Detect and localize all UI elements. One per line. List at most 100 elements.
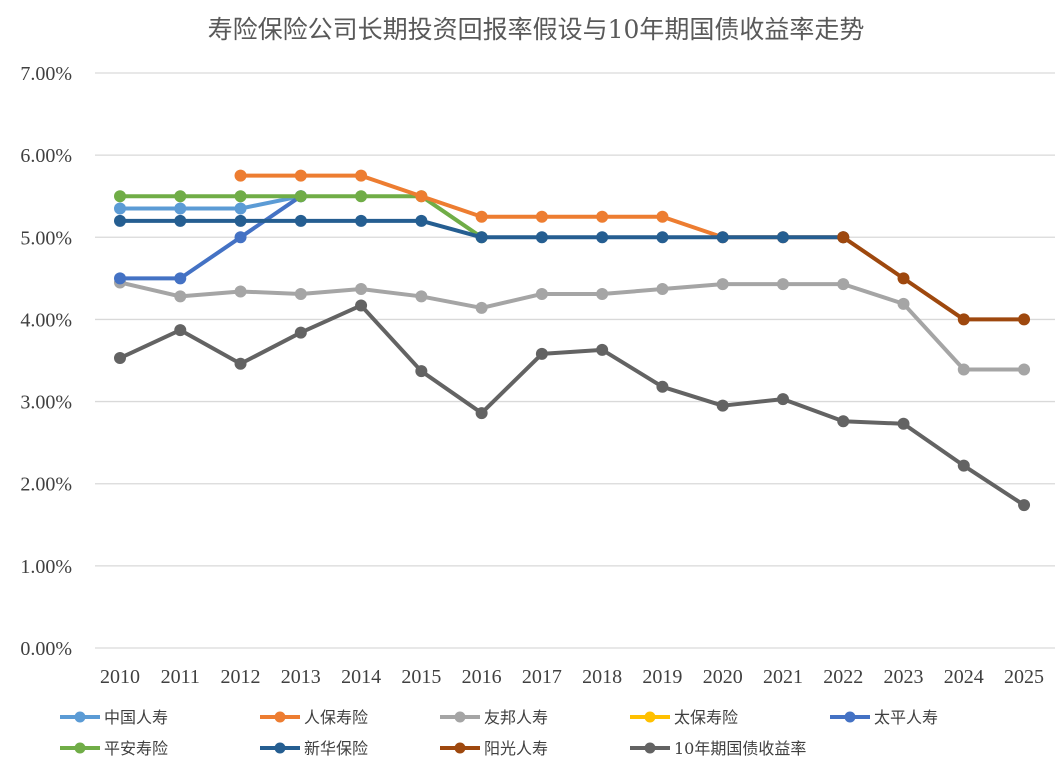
x-tick-label: 2015	[401, 666, 441, 688]
x-tick-label: 2025	[1004, 666, 1044, 688]
x-tick-label: 2013	[281, 666, 321, 688]
x-tick-label: 2023	[884, 666, 924, 688]
data-point	[716, 231, 729, 244]
data-point	[415, 365, 428, 378]
x-tick-label: 2024	[944, 666, 984, 688]
data-point	[1018, 313, 1031, 326]
legend-label: 友邦人寿	[484, 708, 548, 727]
legend-item[interactable]: 新华保险	[260, 739, 368, 758]
data-point	[837, 231, 850, 244]
data-point	[957, 313, 970, 326]
legend-item[interactable]: 太平人寿	[830, 708, 938, 727]
data-point	[596, 343, 609, 356]
legend-item[interactable]: 阳光人寿	[440, 739, 548, 758]
data-point	[475, 301, 488, 314]
legend-label: 太平人寿	[874, 708, 938, 727]
data-point	[475, 231, 488, 244]
x-tick-label: 2016	[462, 666, 502, 688]
x-tick-label: 2017	[522, 666, 562, 688]
x-tick-label: 2019	[642, 666, 682, 688]
series-line	[240, 173, 844, 240]
legend-marker	[844, 711, 856, 723]
legend-item[interactable]: 平安寿险	[60, 739, 168, 758]
legend-label: 太保寿险	[674, 708, 738, 727]
data-point	[234, 202, 247, 215]
data-point	[1018, 363, 1031, 376]
legend-marker	[644, 711, 656, 723]
x-tick-label: 2011	[161, 666, 200, 688]
data-point	[535, 287, 548, 300]
series-line	[120, 194, 302, 281]
chart-title: 寿险保险公司长期投资回报率假设与10年期国债收益率走势	[208, 15, 865, 44]
data-point	[294, 214, 307, 227]
data-point	[535, 210, 548, 223]
data-point	[234, 190, 247, 203]
data-point	[234, 214, 247, 227]
data-point	[656, 231, 669, 244]
series-line	[842, 235, 1025, 322]
data-point	[355, 299, 368, 312]
legend-marker	[454, 742, 466, 754]
y-tick-label: 6.00%	[20, 145, 72, 167]
legend-item[interactable]: 友邦人寿	[440, 708, 548, 727]
data-point	[234, 231, 247, 244]
data-point	[114, 272, 126, 285]
legend-marker	[454, 711, 466, 723]
y-tick-label: 5.00%	[20, 227, 72, 249]
data-point	[294, 169, 307, 182]
y-tick-label: 7.00%	[20, 63, 72, 85]
data-point	[656, 210, 669, 223]
data-point	[897, 297, 910, 310]
legend-item[interactable]: 10年期国债收益率	[630, 739, 806, 758]
legend-marker	[274, 742, 286, 754]
series-2	[114, 276, 1031, 376]
series-line	[119, 280, 1025, 372]
y-tick-label: 3.00%	[20, 392, 72, 414]
data-point	[294, 326, 307, 339]
data-point	[535, 231, 548, 244]
data-point	[776, 393, 789, 406]
data-point	[355, 214, 368, 227]
data-point	[957, 363, 970, 376]
y-tick-label: 1.00%	[20, 556, 72, 578]
data-point	[475, 210, 488, 223]
data-point	[596, 287, 609, 300]
data-point	[415, 190, 428, 203]
y-tick-label: 2.00%	[20, 474, 72, 496]
data-point	[174, 272, 187, 285]
data-point	[957, 459, 970, 472]
legend-label: 人保寿险	[304, 708, 368, 727]
data-point	[114, 202, 126, 215]
data-point	[596, 210, 609, 223]
series-8	[114, 299, 1031, 512]
x-tick-label: 2022	[823, 666, 863, 688]
data-point	[415, 290, 428, 303]
legend-marker	[74, 742, 86, 754]
data-point	[1018, 499, 1031, 512]
legend-marker	[274, 711, 286, 723]
legend-label: 平安寿险	[104, 739, 168, 758]
data-point	[234, 285, 247, 298]
legend-label: 新华保险	[304, 739, 368, 758]
data-point	[174, 190, 187, 203]
x-tick-label: 2012	[221, 666, 261, 688]
legend-label: 10年期国债收益率	[674, 739, 806, 758]
series-6	[114, 214, 850, 244]
x-tick-label: 2010	[100, 666, 140, 688]
legend-label: 中国人寿	[104, 708, 168, 727]
data-point	[656, 283, 669, 296]
data-point	[174, 324, 187, 337]
data-point	[475, 407, 488, 420]
legend-item[interactable]: 太保寿险	[630, 708, 738, 727]
legend-marker	[74, 711, 86, 723]
legend-item[interactable]: 人保寿险	[260, 708, 368, 727]
data-point	[355, 283, 368, 296]
data-point	[114, 352, 126, 365]
data-point	[234, 169, 247, 182]
data-point	[234, 357, 247, 370]
data-point	[294, 287, 307, 300]
legend-item[interactable]: 中国人寿	[60, 708, 168, 727]
series-line	[119, 303, 1026, 507]
data-point	[596, 231, 609, 244]
